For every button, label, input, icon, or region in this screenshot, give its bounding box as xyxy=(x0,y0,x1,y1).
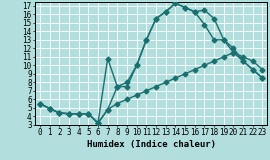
X-axis label: Humidex (Indice chaleur): Humidex (Indice chaleur) xyxy=(87,140,216,149)
